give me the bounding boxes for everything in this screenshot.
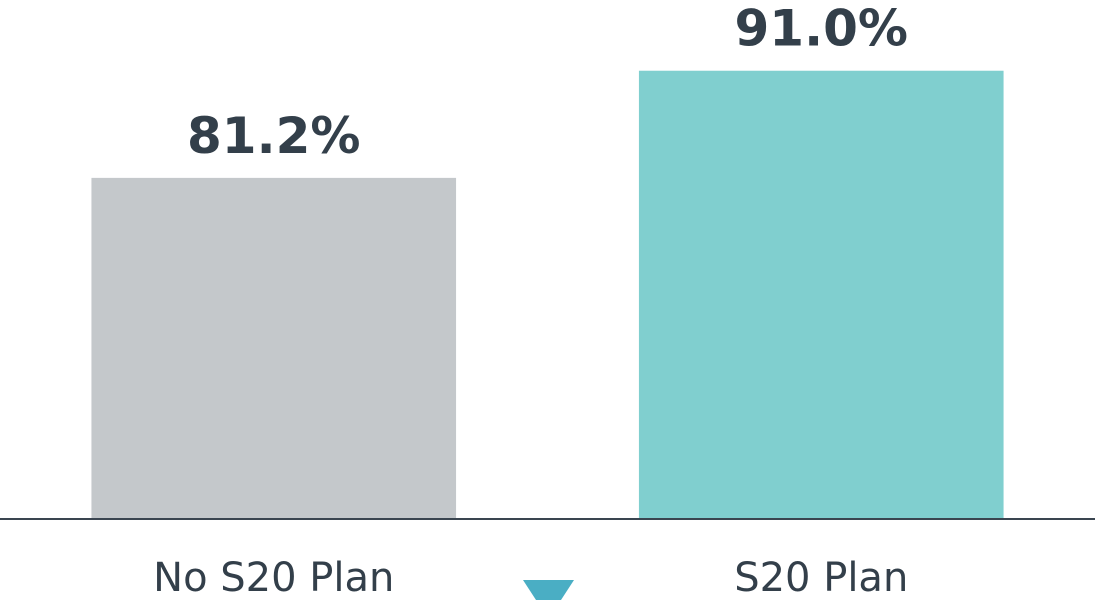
x-tick-label: No S20 Plan: [153, 555, 394, 600]
value-label: 81.2%: [187, 107, 360, 165]
bar: [638, 70, 1004, 519]
value-label: 91.0%: [735, 0, 908, 58]
bar: [91, 177, 457, 519]
x-tick-label: S20 Plan: [734, 555, 908, 600]
pointer-triangle: [523, 580, 574, 600]
